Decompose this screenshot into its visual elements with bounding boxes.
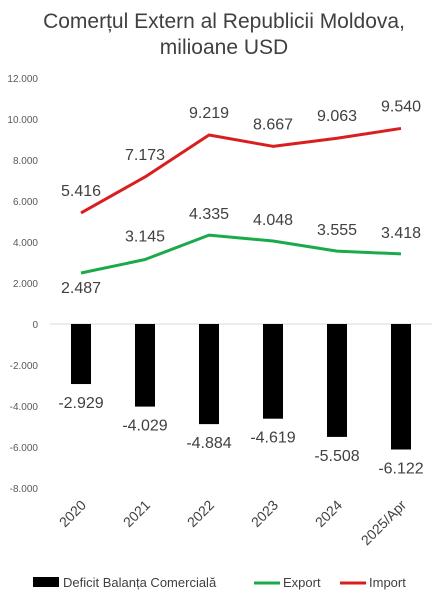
data-label-import: 9.063 (317, 108, 357, 125)
data-label-import: 9.219 (189, 105, 229, 122)
bar-deficit (71, 324, 91, 385)
data-label-export: 4.335 (189, 206, 229, 223)
series-line-export (80, 233, 402, 275)
bar-deficit (391, 324, 411, 450)
legend-swatch-deficit (33, 577, 59, 587)
data-label-export: 3.145 (125, 229, 165, 246)
data-label-deficit: -4.029 (122, 418, 167, 435)
y-tick-label: -6.000 (10, 443, 39, 454)
chart-title-line-1: Comerțul Extern al Republicii Moldova, (43, 10, 405, 33)
chart-title-line-2: milioane USD (159, 36, 289, 59)
x-tick-label: 2022 (184, 497, 217, 530)
x-tick-label: 2023 (248, 497, 281, 530)
bar-deficit (327, 324, 347, 437)
data-label-import: 7.173 (125, 147, 165, 164)
y-tick-label: 4.000 (13, 238, 38, 249)
x-tick-label: 2025/Apr (358, 497, 410, 549)
series-line-import (80, 126, 402, 215)
data-label-export: 2.487 (61, 280, 101, 297)
y-tick-label: -4.000 (10, 402, 39, 413)
data-label-deficit: -5.508 (314, 448, 359, 465)
bar-deficit (199, 324, 219, 425)
data-label-import: 5.416 (61, 183, 101, 200)
data-label-import: 8.667 (253, 116, 293, 133)
data-label-deficit: -4.619 (250, 430, 295, 447)
x-tick-label: 2021 (120, 497, 153, 530)
x-tick-label: 2024 (312, 497, 345, 530)
y-tick-label: 6.000 (13, 197, 38, 208)
y-tick-label: 2.000 (13, 279, 38, 290)
legend-label-deficit: Deficit Balanța Comercială (63, 575, 217, 590)
bar-deficit (263, 324, 283, 419)
data-label-deficit: -4.884 (186, 435, 231, 452)
data-label-import: 9.540 (381, 98, 421, 115)
legend-label-export: Export (283, 575, 321, 590)
data-label-export: 3.555 (317, 222, 357, 239)
x-tick-label: 2020 (56, 497, 89, 530)
y-tick-label: 12.000 (7, 74, 38, 85)
y-tick-label: 0 (32, 320, 38, 331)
y-tick-label: -8.000 (10, 484, 39, 495)
data-label-export: 4.048 (253, 212, 293, 229)
y-tick-label: 8.000 (13, 156, 38, 167)
y-tick-label: 10.000 (7, 115, 38, 126)
data-label-deficit: -6.122 (378, 461, 423, 478)
data-label-deficit: -2.929 (58, 395, 103, 412)
y-tick-label: -2.000 (10, 361, 39, 372)
data-label-export: 3.418 (381, 225, 421, 242)
bar-deficit (135, 324, 155, 407)
legend-label-import: Import (369, 575, 406, 590)
